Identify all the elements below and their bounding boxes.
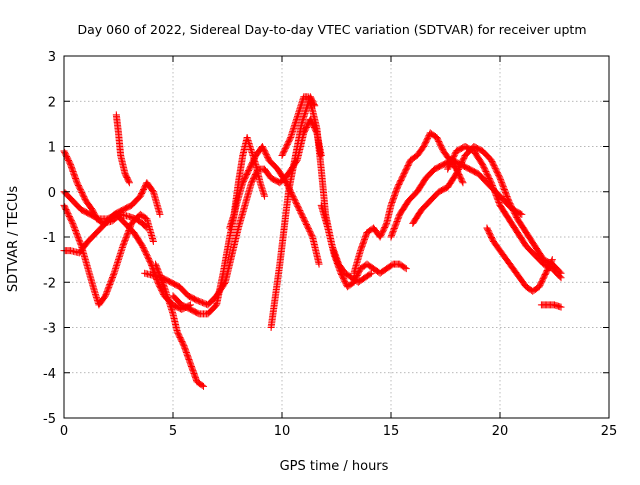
data-point bbox=[160, 281, 168, 289]
data-point bbox=[315, 260, 323, 268]
y-tick-label: 1 bbox=[48, 141, 56, 156]
data-point bbox=[402, 265, 410, 273]
series-track-17 bbox=[483, 224, 556, 295]
data-point bbox=[366, 270, 374, 278]
data-point bbox=[149, 238, 157, 246]
x-axis-label: GPS time / hours bbox=[280, 459, 389, 474]
y-tick-label: -1 bbox=[43, 231, 56, 246]
data-marks bbox=[60, 93, 565, 390]
data-point bbox=[110, 271, 118, 279]
x-tick-label: 20 bbox=[492, 424, 509, 439]
axis-ticks: 0 5 10 15 20 25 -5 -4 -3 -2 -1 0 1 2 3 bbox=[43, 50, 617, 439]
x-tick-label: 10 bbox=[274, 424, 291, 439]
series-track-2 bbox=[60, 201, 157, 309]
data-point bbox=[125, 177, 133, 185]
data-point bbox=[382, 221, 390, 229]
y-tick-label: -4 bbox=[43, 367, 56, 382]
y-tick-label: 2 bbox=[48, 95, 56, 110]
data-point bbox=[459, 179, 467, 187]
x-tick-label: 5 bbox=[169, 424, 177, 439]
data-point bbox=[286, 135, 294, 143]
y-tick-label: 3 bbox=[48, 50, 56, 65]
series-track-9 bbox=[226, 133, 269, 232]
data-point bbox=[156, 210, 164, 218]
series-track-5 bbox=[112, 111, 133, 187]
data-point bbox=[401, 264, 409, 272]
y-tick-label: 0 bbox=[48, 186, 56, 201]
data-point bbox=[548, 256, 556, 264]
series-track-8 bbox=[169, 143, 323, 318]
series-track-12 bbox=[317, 201, 410, 291]
x-tick-label: 15 bbox=[383, 424, 400, 439]
x-tick-label: 25 bbox=[601, 424, 618, 439]
data-point bbox=[556, 273, 564, 281]
data-point bbox=[548, 257, 556, 265]
series-track-3 bbox=[60, 179, 164, 257]
data-point bbox=[367, 269, 375, 277]
data-point bbox=[125, 179, 133, 187]
data-point bbox=[518, 210, 526, 218]
y-tick-label: -3 bbox=[43, 322, 56, 337]
y-tick-label: -5 bbox=[43, 412, 56, 427]
data-point bbox=[308, 232, 316, 240]
data-point bbox=[198, 381, 206, 389]
series-track-18 bbox=[537, 301, 565, 311]
y-tick-label: -2 bbox=[43, 276, 56, 291]
series-track-15 bbox=[409, 143, 565, 277]
data-point bbox=[458, 177, 466, 185]
data-point bbox=[261, 192, 269, 200]
series-track-7 bbox=[152, 260, 208, 390]
data-point bbox=[200, 382, 208, 390]
data-point bbox=[557, 274, 565, 282]
data-point bbox=[557, 303, 565, 311]
x-tick-label: 0 bbox=[60, 424, 68, 439]
chart-title: Day 060 of 2022, Sidereal Day-to-day VTE… bbox=[77, 22, 586, 37]
y-axis-label: SDTVAR / TECUs bbox=[6, 186, 21, 293]
